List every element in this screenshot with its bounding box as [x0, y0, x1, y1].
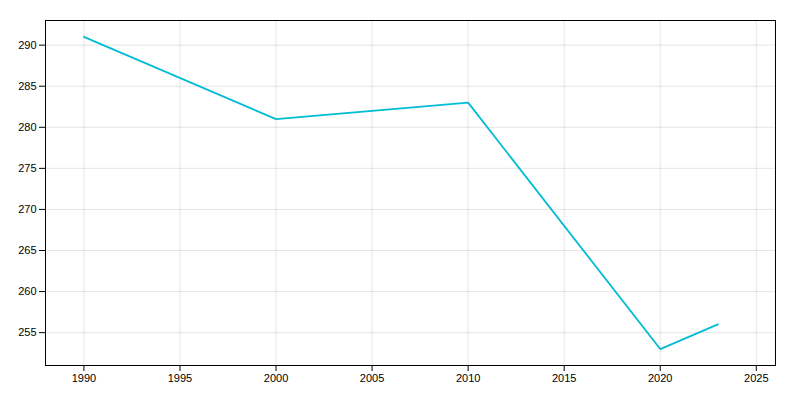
svg-text:2010: 2010	[456, 372, 480, 384]
svg-text:2005: 2005	[360, 372, 384, 384]
svg-text:1995: 1995	[168, 372, 192, 384]
svg-text:280: 280	[18, 121, 36, 133]
svg-text:255: 255	[18, 326, 36, 338]
svg-text:270: 270	[18, 203, 36, 215]
svg-text:265: 265	[18, 244, 36, 256]
svg-text:275: 275	[18, 162, 36, 174]
svg-text:2020: 2020	[648, 372, 672, 384]
svg-text:2025: 2025	[744, 372, 768, 384]
svg-text:1990: 1990	[72, 372, 96, 384]
svg-text:2000: 2000	[264, 372, 288, 384]
svg-text:285: 285	[18, 80, 36, 92]
svg-text:290: 290	[18, 39, 36, 51]
svg-text:2015: 2015	[552, 372, 576, 384]
svg-text:260: 260	[18, 285, 36, 297]
